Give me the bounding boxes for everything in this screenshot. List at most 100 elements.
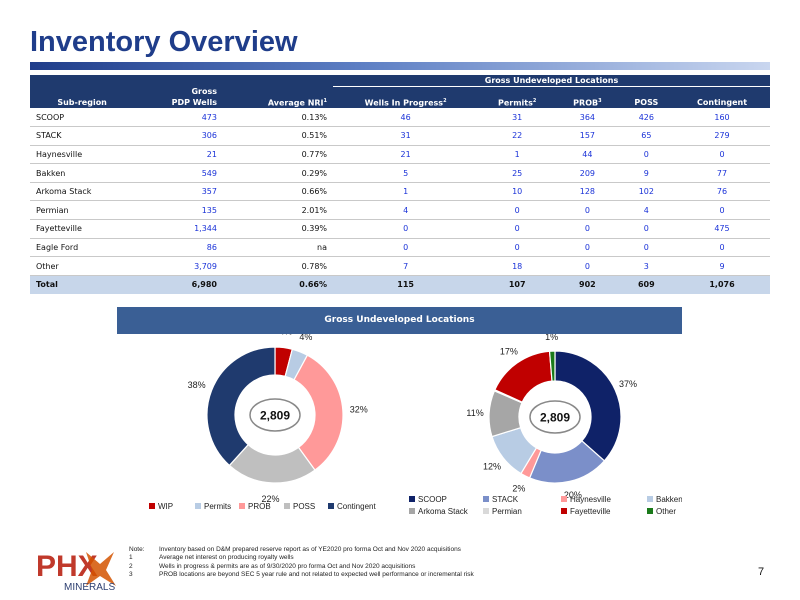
total-poss: 609 <box>618 275 675 294</box>
total-wip: 115 <box>333 275 479 294</box>
cell-prob: 0 <box>556 219 619 239</box>
cell-contingent: 0 <box>674 200 770 221</box>
total-name: Total <box>30 275 135 294</box>
cell-permits: 10 <box>478 182 557 202</box>
cell-name: STACK <box>30 126 135 146</box>
cell-nri: 0.29% <box>222 163 334 183</box>
cell-contingent: 76 <box>674 182 770 202</box>
note-key-1: 1 <box>129 554 133 562</box>
legend-2-item-0: SCOOP <box>418 495 447 504</box>
page-number: 7 <box>758 566 765 578</box>
cell-contingent: 160 <box>674 108 770 128</box>
cell-pdp: 3,709 <box>134 256 223 276</box>
note-line-0: Inventory based on D&M prepared reserve … <box>159 546 461 553</box>
table-row: Arkoma Stack 357 0.66% 1 10 128 102 76 <box>30 182 770 202</box>
legend-2-swatch-6 <box>561 508 567 514</box>
cell-contingent: 475 <box>674 219 770 239</box>
col-pdp-wells: PDP Wells <box>134 97 223 108</box>
donut-2-label-1: 20% <box>564 490 582 500</box>
cell-poss: 102 <box>618 182 675 202</box>
table-total-row: Total 6,980 0.66% 115 107 902 609 1,076 <box>30 275 770 294</box>
legend-1-item-0: WIP <box>158 502 173 511</box>
cell-poss: 0 <box>618 238 675 258</box>
cell-pdp: 473 <box>134 108 223 128</box>
note-key-2: 2 <box>129 562 133 570</box>
cell-contingent: 77 <box>674 163 770 183</box>
cell-poss: 9 <box>618 163 675 183</box>
cell-poss: 4 <box>618 200 675 221</box>
legend-1-swatch-1 <box>195 503 201 509</box>
donut-1-label-3: 22% <box>261 494 279 504</box>
table-row: STACK 306 0.51% 31 22 157 65 279 <box>30 126 770 146</box>
col-permits: Permits2 <box>478 97 557 108</box>
cell-poss: 426 <box>618 108 675 128</box>
cell-contingent: 9 <box>674 256 770 276</box>
table-row: Haynesville 21 0.77% 21 1 44 0 0 <box>30 145 770 165</box>
note-line-1: Average net interest on producing royalt… <box>159 554 294 562</box>
legend-1-item-1: Permits <box>204 502 231 511</box>
note-line-2: Wells in progress & permits are as of 9/… <box>159 562 416 570</box>
cell-contingent: 0 <box>674 238 770 258</box>
note-label: Note: <box>129 546 145 553</box>
legend-2-swatch-4 <box>409 508 415 514</box>
table-row: Bakken 549 0.29% 5 25 209 9 77 <box>30 163 770 183</box>
cell-permits: 1 <box>478 145 557 165</box>
table-row: Other 3,709 0.78% 7 18 0 3 9 <box>30 256 770 276</box>
cell-wip: 21 <box>333 145 479 165</box>
donut-2-label-7: 1% <box>545 334 558 342</box>
cell-nri: na <box>222 238 334 258</box>
legend-1-swatch-3 <box>284 503 290 509</box>
legend-1-item-4: Contingent <box>337 502 376 511</box>
donut-2-center-label: 2,809 <box>540 411 570 425</box>
col-average-nri: Average NRI1 <box>222 97 334 108</box>
cell-wip: 46 <box>333 108 479 128</box>
donut-1-label-0: 4% <box>279 334 292 337</box>
donut-2-center-badge <box>529 400 581 434</box>
cell-permits: 31 <box>478 108 557 128</box>
legend-2-item-7: Other <box>656 507 676 516</box>
phx-minerals-logo: PHX MINERALS <box>34 546 120 594</box>
cell-wip: 5 <box>333 163 479 183</box>
footnotes: Note: Inventory based on D&M prepared res… <box>129 546 474 580</box>
total-permits: 107 <box>478 275 557 294</box>
note-line-3: PROB locations are beyond SEC 5 year rul… <box>159 571 474 579</box>
cell-prob: 0 <box>556 200 619 221</box>
donut-2-label-3: 12% <box>483 461 501 471</box>
donut-2-label-6: 17% <box>500 347 518 357</box>
legend-2-item-4: Arkoma Stack <box>418 507 469 516</box>
table-row: Fayetteville 1,344 0.39% 0 0 0 0 475 <box>30 219 770 239</box>
donut-1-slice-contingent <box>206 346 276 467</box>
legend-1-swatch-0 <box>149 503 155 509</box>
legend-2-swatch-3 <box>647 496 653 502</box>
cell-permits: 25 <box>478 163 557 183</box>
cell-name: Other <box>30 256 135 276</box>
cell-nri: 0.77% <box>222 145 334 165</box>
cell-wip: 31 <box>333 126 479 146</box>
cell-name: Fayetteville <box>30 219 135 239</box>
cell-pdp: 86 <box>134 238 223 258</box>
cell-pdp: 357 <box>134 182 223 202</box>
total-contingent: 1,076 <box>674 275 770 294</box>
cell-permits: 0 <box>478 238 557 258</box>
total-prob: 902 <box>556 275 619 294</box>
donut-1-label-1: 4% <box>299 334 312 342</box>
chart-area: 4% 4% 32% 22% 38% 2,809 WIP Permits PROB POSS Cont… <box>117 327 683 526</box>
cell-wip: 4 <box>333 200 479 221</box>
group-header-gross-undeveloped: Gross Undeveloped Locations <box>333 75 770 87</box>
cell-prob: 0 <box>556 238 619 258</box>
table-row: Permian 135 2.01% 4 0 0 4 0 <box>30 200 770 221</box>
legend-2-item-2: Haynesville <box>570 495 611 504</box>
cell-wip: 0 <box>333 219 479 239</box>
legend-1-item-3: POSS <box>293 502 315 511</box>
legend-1-swatch-4 <box>328 503 334 509</box>
legend-2-item-3: Bakken <box>656 495 682 504</box>
donut-2-label-0: 37% <box>619 379 637 389</box>
cell-poss: 3 <box>618 256 675 276</box>
cell-name: Eagle Ford <box>30 238 135 258</box>
legend-2-swatch-7 <box>647 508 653 514</box>
cell-name: Haynesville <box>30 145 135 165</box>
donut-charts: 4% 4% 32% 22% 38% 2,809 WIP Permits PROB POSS Cont… <box>149 327 683 516</box>
chart-section-title: Gross Undeveloped Locations <box>117 307 682 334</box>
cell-name: Bakken <box>30 163 135 183</box>
title-underline <box>30 62 770 70</box>
